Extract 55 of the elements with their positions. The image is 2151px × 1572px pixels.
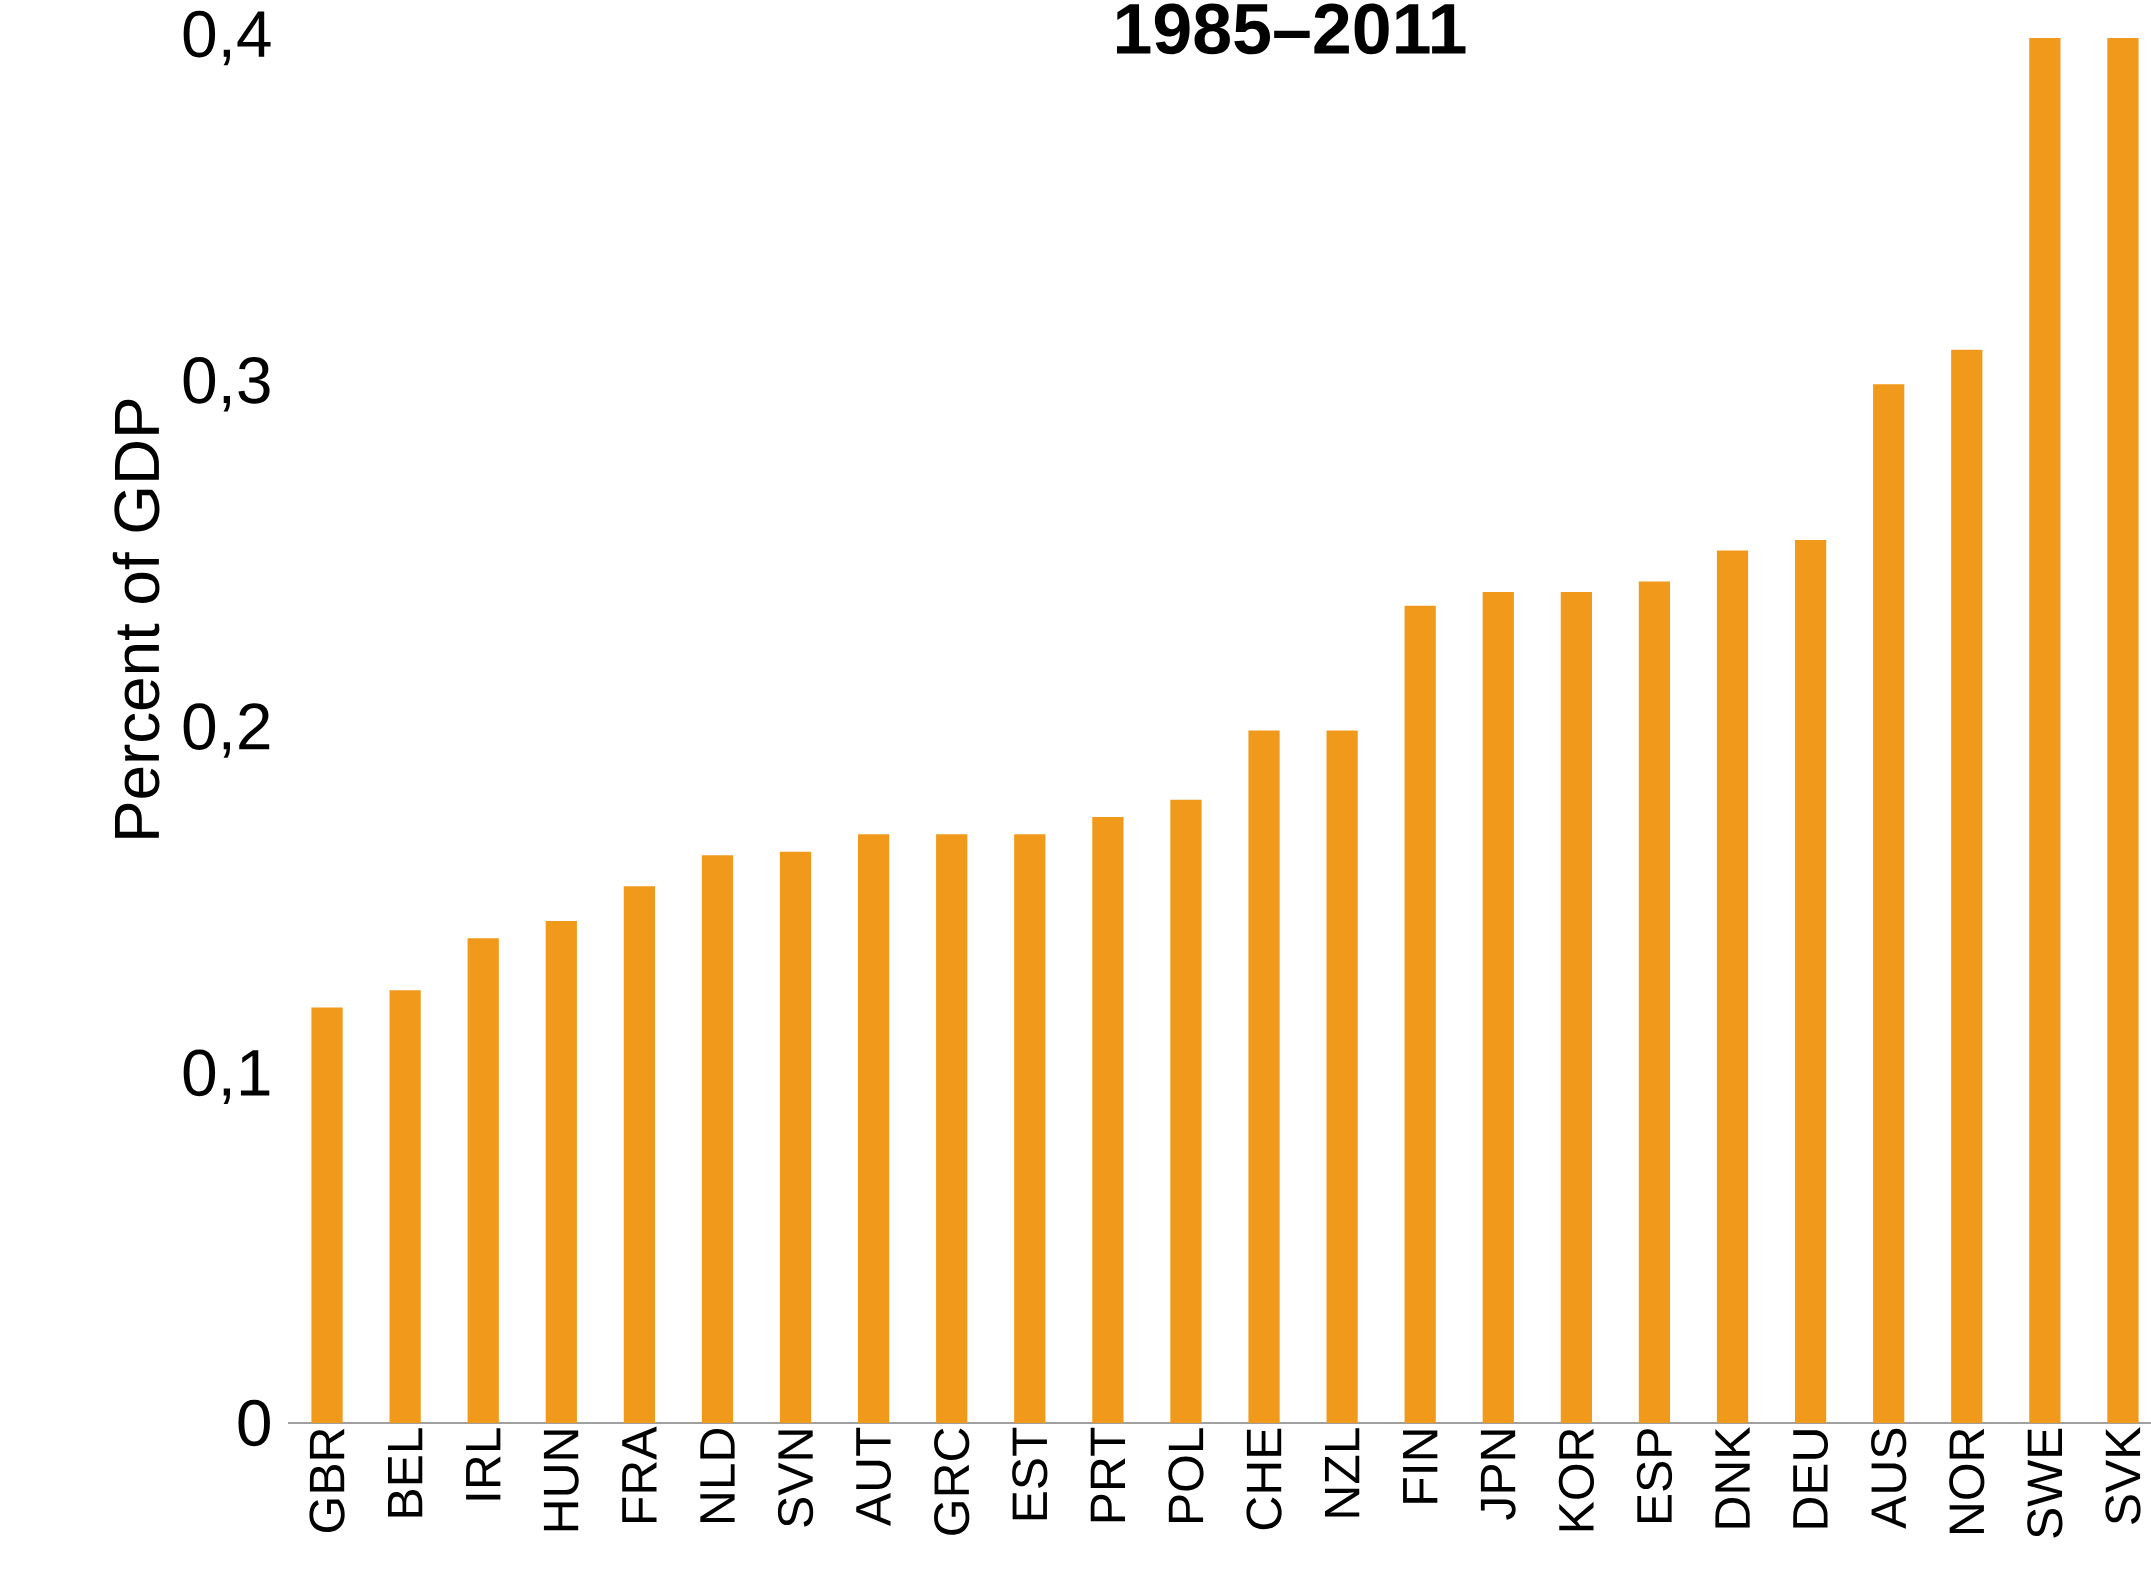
bar — [1170, 799, 1202, 1423]
x-tick-label: AUS — [1871, 1428, 1907, 1529]
x-tick-label: ESP — [1636, 1429, 1673, 1523]
x-tick-label: GBR — [309, 1428, 345, 1532]
bar — [936, 834, 968, 1423]
x-tick-label: DNK — [1715, 1427, 1750, 1528]
bar — [389, 990, 421, 1423]
y-tick-label: 0,2 — [183, 703, 270, 758]
x-tick-label: KOR — [1558, 1428, 1594, 1531]
bar — [1014, 834, 1046, 1423]
x-tick-label: GRC — [934, 1428, 970, 1535]
x-tick-label: SWE — [2027, 1428, 2063, 1538]
x-tick-label: NOR — [1949, 1428, 1985, 1534]
bar — [1092, 817, 1124, 1423]
bar — [1326, 730, 1358, 1423]
bar — [1482, 592, 1514, 1423]
x-tick-label: SVK — [2105, 1427, 2141, 1524]
y-tick-label: 0,1 — [183, 1049, 270, 1104]
bar — [623, 886, 655, 1423]
bar — [1951, 349, 1983, 1423]
x-tick-label: NZL — [1324, 1428, 1360, 1517]
x-tick-label: IRL — [466, 1428, 501, 1500]
bar — [1873, 384, 1905, 1423]
bar — [311, 1007, 343, 1423]
x-tick-label: FRA — [622, 1426, 657, 1523]
bar — [467, 938, 499, 1423]
bar — [2107, 38, 2139, 1423]
x-tick-label: POL — [1168, 1428, 1204, 1523]
bar — [1716, 550, 1749, 1423]
x-tick-label: BEL — [388, 1428, 423, 1517]
x-tick-label: PRT — [1090, 1427, 1126, 1522]
x-tick-label: AUT — [856, 1427, 891, 1527]
bar — [701, 855, 734, 1423]
bar — [1638, 581, 1671, 1423]
x-tick-label: SVN — [777, 1430, 814, 1527]
x-tick-label: CHE — [1246, 1428, 1282, 1530]
x-tick-label: DEU — [1793, 1430, 1828, 1528]
bar — [779, 851, 812, 1423]
x-tick-label: JPN — [1480, 1430, 1516, 1520]
y-tick-label: 0 — [238, 1399, 270, 1447]
x-tick-label: FIN — [1403, 1430, 1438, 1503]
bar — [858, 834, 890, 1423]
bar — [1560, 592, 1592, 1423]
y-tick-label: 0,3 — [183, 357, 270, 412]
bar — [1404, 605, 1436, 1423]
bar — [1248, 730, 1280, 1423]
x-tick-label: HUN — [543, 1430, 579, 1531]
x-tick-label: NLD — [700, 1428, 735, 1523]
chart-title: 1985–2011 — [1116, 3, 1466, 55]
bar — [2029, 38, 2061, 1423]
y-axis-title: Percent of GDP — [112, 399, 160, 838]
y-tick-label: 0,4 — [183, 10, 271, 66]
bar — [1794, 540, 1827, 1423]
x-tick-label: EST — [1012, 1427, 1048, 1520]
bar — [545, 920, 577, 1423]
